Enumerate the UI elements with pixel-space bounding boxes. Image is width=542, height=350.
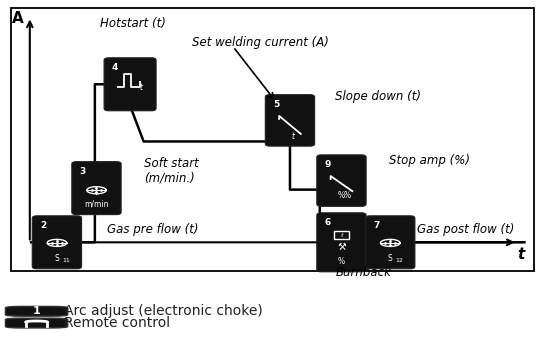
Text: ⚒: ⚒ [337, 242, 346, 252]
Text: 11: 11 [62, 258, 70, 263]
Text: 3: 3 [79, 167, 86, 176]
Text: S: S [55, 254, 59, 263]
Text: Gas post flow (t): Gas post flow (t) [417, 223, 515, 236]
Text: Hotstart (t): Hotstart (t) [100, 16, 166, 29]
Text: t: t [140, 83, 143, 92]
FancyBboxPatch shape [365, 216, 415, 269]
Text: 7: 7 [373, 221, 379, 230]
Text: t: t [340, 233, 343, 238]
Text: 1: 1 [33, 306, 41, 316]
Text: 9: 9 [324, 160, 331, 169]
Text: A: A [12, 10, 24, 26]
FancyBboxPatch shape [317, 213, 366, 272]
Text: Soft start
(m/min.): Soft start (m/min.) [144, 156, 198, 184]
Text: 2: 2 [40, 221, 46, 230]
Text: t: t [291, 132, 294, 141]
Text: m/min: m/min [84, 199, 109, 209]
Text: Slope down (t): Slope down (t) [335, 90, 421, 103]
FancyBboxPatch shape [104, 58, 156, 111]
Text: Burnback: Burnback [336, 266, 392, 279]
Text: 5: 5 [273, 100, 279, 109]
FancyBboxPatch shape [317, 155, 366, 206]
Text: Set welding current (A): Set welding current (A) [192, 36, 330, 49]
Text: Remote control: Remote control [64, 316, 170, 330]
Bar [334, 231, 349, 239]
Text: 12: 12 [395, 258, 403, 263]
FancyBboxPatch shape [33, 216, 81, 269]
FancyBboxPatch shape [5, 306, 68, 316]
Text: 4: 4 [112, 63, 118, 72]
Text: %: % [343, 191, 351, 200]
Text: %: % [338, 257, 345, 266]
Text: Arc adjust (electronic choke): Arc adjust (electronic choke) [64, 304, 263, 318]
FancyBboxPatch shape [72, 162, 121, 215]
Text: t: t [518, 247, 525, 262]
Text: %: % [338, 191, 345, 200]
FancyBboxPatch shape [5, 318, 68, 328]
Bar [11, 7, 534, 271]
FancyBboxPatch shape [266, 94, 314, 146]
Text: S: S [388, 254, 392, 263]
Text: 6: 6 [324, 218, 331, 227]
Text: Gas pre flow (t): Gas pre flow (t) [107, 223, 199, 236]
Text: Stop amp (%): Stop amp (%) [389, 154, 470, 167]
